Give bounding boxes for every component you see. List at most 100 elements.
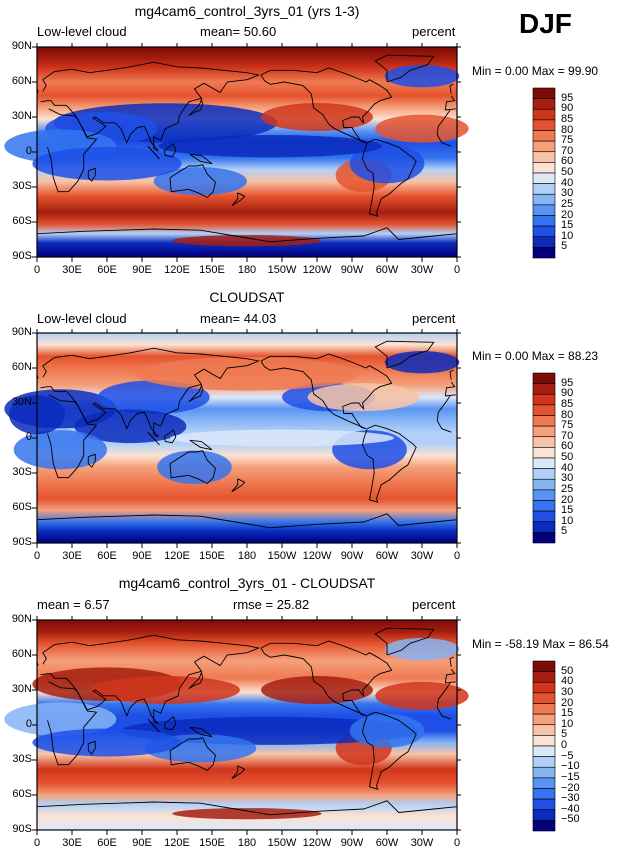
colorbar-label: 30 bbox=[561, 685, 574, 698]
x-tick-label: 0 bbox=[33, 264, 41, 276]
colorbar-label: 20 bbox=[561, 493, 574, 506]
y-tick-label: 0 bbox=[25, 431, 32, 443]
colorbar-label: 15 bbox=[561, 219, 574, 232]
x-tick-label: 90E bbox=[132, 550, 152, 562]
colorbar-swatch bbox=[532, 225, 556, 238]
colorbar-swatch bbox=[532, 703, 556, 715]
colorbar-swatch bbox=[532, 425, 556, 438]
coastline bbox=[374, 54, 435, 83]
coastline bbox=[87, 453, 96, 468]
coastline bbox=[436, 134, 452, 147]
x-tick-label: 120W bbox=[302, 550, 332, 562]
coastline bbox=[163, 143, 177, 158]
colorbar-label: 50 bbox=[561, 166, 574, 178]
x-tick-label: 90W bbox=[340, 550, 364, 562]
colorbar-label: 90 bbox=[561, 387, 574, 400]
y-tick-label: 30S bbox=[12, 180, 32, 192]
colorbar-label: 30 bbox=[561, 472, 574, 485]
coastline bbox=[36, 800, 458, 816]
colorbar-swatch bbox=[532, 236, 556, 248]
colorbar-swatch bbox=[532, 404, 556, 416]
colorbar-swatch bbox=[532, 247, 556, 259]
map-feature bbox=[90, 676, 241, 704]
colorbar-swatch bbox=[532, 415, 556, 427]
map-feature bbox=[307, 383, 420, 412]
panel-units: percent bbox=[412, 597, 456, 612]
map-feature bbox=[384, 637, 460, 661]
colorbar-swatch bbox=[532, 204, 556, 216]
colorbar-label: 60 bbox=[561, 155, 574, 168]
colorbar-swatch bbox=[532, 521, 556, 533]
coastline bbox=[189, 439, 213, 451]
colorbar-label: 95 bbox=[561, 91, 574, 104]
y-tick-label: 90S bbox=[12, 250, 32, 262]
colorbar-swatch bbox=[532, 372, 556, 384]
map-feature bbox=[158, 134, 383, 158]
x-tick-label: 180 bbox=[237, 264, 257, 276]
map-feature bbox=[375, 114, 469, 143]
colorbar-swatch bbox=[532, 798, 556, 811]
colorbar-swatch bbox=[532, 724, 556, 736]
coastline bbox=[260, 67, 393, 144]
coastline bbox=[189, 153, 213, 165]
y-tick-label: 30S bbox=[12, 466, 32, 478]
coastline bbox=[36, 513, 458, 529]
colorbar-label: 85 bbox=[561, 112, 574, 125]
map-feature bbox=[170, 429, 394, 447]
coastline bbox=[260, 640, 393, 717]
coastline bbox=[169, 450, 216, 485]
colorbar-label: 40 bbox=[561, 461, 574, 474]
coastline bbox=[36, 227, 458, 243]
panel-left-label: Low-level cloud bbox=[37, 311, 127, 326]
colorbar-label: −5 bbox=[561, 749, 574, 762]
colorbar-swatch bbox=[532, 162, 556, 174]
colorbar-label: 95 bbox=[561, 376, 574, 389]
x-tick-label: 120E bbox=[164, 550, 190, 562]
y-tick-label: 90N bbox=[11, 613, 32, 625]
colorbar-swatch bbox=[532, 383, 556, 395]
colorbar-label: 25 bbox=[561, 482, 574, 495]
y-tick-label: 60S bbox=[12, 788, 32, 800]
y-tick-label: 90N bbox=[11, 326, 32, 338]
map-feature bbox=[97, 380, 210, 414]
colorbar-label: 25 bbox=[561, 197, 574, 210]
colorbar-swatch bbox=[532, 532, 556, 544]
x-tick-label: 120E bbox=[164, 837, 190, 849]
coastline bbox=[87, 740, 96, 755]
colorbar-swatch bbox=[532, 788, 556, 800]
coastline bbox=[436, 420, 452, 433]
colorbar-label: 20 bbox=[561, 208, 574, 221]
coastline bbox=[436, 707, 452, 720]
colorbar-label: 90 bbox=[561, 102, 574, 115]
colorbar-swatch bbox=[532, 735, 556, 747]
colorbar-swatch bbox=[532, 119, 556, 131]
x-tick-label: 30E bbox=[62, 550, 82, 562]
x-tick-label: 0 bbox=[33, 550, 41, 562]
y-tick-label: 60N bbox=[11, 361, 32, 373]
colorbar-swatch bbox=[532, 820, 556, 832]
x-tick-label: 30W bbox=[410, 550, 434, 562]
map-feature bbox=[349, 144, 425, 184]
y-tick-label: 60N bbox=[11, 648, 32, 660]
x-tick-label: 60E bbox=[97, 837, 117, 849]
coastline bbox=[40, 634, 261, 725]
y-tick-label: 60S bbox=[12, 215, 32, 227]
colorbar-label: 40 bbox=[561, 675, 574, 688]
y-tick-label: 30N bbox=[11, 396, 32, 408]
x-tick-label: 0 bbox=[33, 837, 41, 849]
panel-title: CLOUDSAT bbox=[209, 289, 285, 305]
y-tick-label: 30N bbox=[11, 683, 32, 695]
colorbar-2 bbox=[532, 660, 556, 832]
colorbar-label: 10 bbox=[561, 717, 574, 730]
coastline bbox=[231, 478, 246, 493]
coastline bbox=[147, 718, 160, 733]
coastline bbox=[436, 109, 451, 135]
y-tick-label: 0 bbox=[25, 718, 32, 730]
coastline bbox=[449, 83, 454, 94]
colorbar-swatch bbox=[532, 745, 556, 757]
colorbar-label: 10 bbox=[561, 514, 574, 527]
colorbar-swatch bbox=[532, 98, 556, 110]
x-tick-label: 90W bbox=[340, 264, 364, 276]
x-tick-label: 60W bbox=[375, 264, 399, 276]
coastline bbox=[444, 381, 456, 397]
